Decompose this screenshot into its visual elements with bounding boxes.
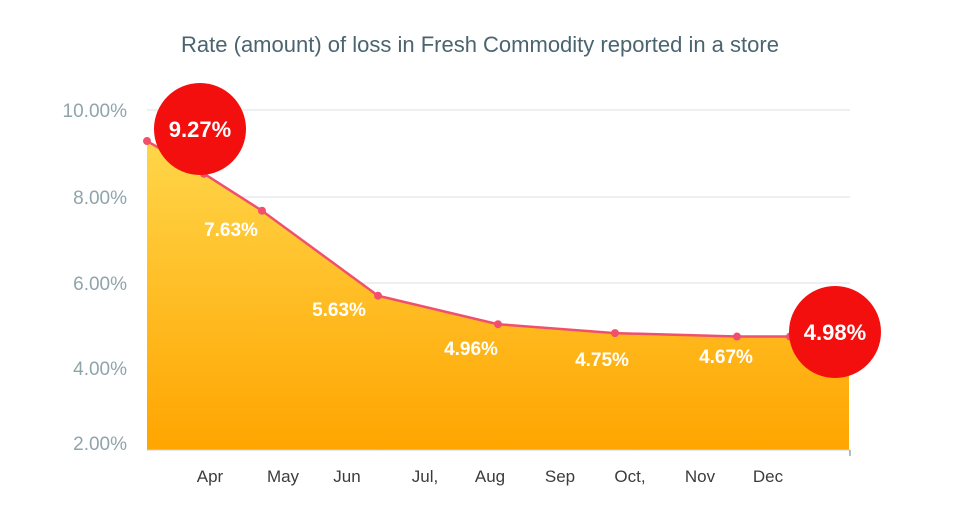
highlight-label: 4.98% bbox=[804, 320, 866, 345]
data-point bbox=[374, 291, 382, 300]
y-tick-label: 6.00% bbox=[73, 274, 127, 295]
y-tick-label: 2.00% bbox=[73, 434, 127, 455]
highlight-bubble bbox=[789, 286, 881, 378]
highlight-bubble bbox=[154, 83, 246, 175]
x-tick-label: Jul, bbox=[412, 467, 438, 486]
x-tick-label: Nov bbox=[685, 467, 716, 486]
data-label: 7.63% bbox=[204, 220, 258, 241]
y-tick-label: 4.00% bbox=[73, 359, 127, 380]
x-tick-label: Dec bbox=[753, 467, 784, 486]
x-tick-label: Sep bbox=[545, 467, 575, 486]
data-point bbox=[733, 332, 741, 341]
data-point bbox=[143, 137, 151, 146]
y-tick-label: 10.00% bbox=[63, 101, 128, 122]
x-tick-label: Oct, bbox=[614, 467, 645, 486]
data-point bbox=[611, 329, 619, 338]
area-fill bbox=[147, 141, 849, 450]
chart-title: Rate (amount) of loss in Fresh Commodity… bbox=[181, 32, 779, 57]
data-labels: 9.27% 7.63% 5.63% 4.96% 4.75% 4.67% 4.98% bbox=[154, 83, 881, 378]
x-tick-label: Apr bbox=[197, 467, 224, 486]
y-axis-ticks: 2.00% 4.00% 6.00% 8.00% 10.00% bbox=[63, 101, 128, 455]
data-label: 5.63% bbox=[312, 300, 366, 321]
data-label: 4.67% bbox=[699, 347, 753, 368]
data-point bbox=[258, 206, 266, 215]
data-label: 4.96% bbox=[444, 339, 498, 360]
area-layer bbox=[143, 137, 853, 450]
data-label: 4.75% bbox=[575, 350, 629, 371]
x-tick-label: May bbox=[267, 467, 300, 486]
x-axis-ticks: Apr May Jun Jul, Aug Sep Oct, Nov Dec bbox=[147, 449, 851, 486]
highlight-label: 9.27% bbox=[169, 117, 231, 142]
y-tick-label: 8.00% bbox=[73, 188, 127, 209]
x-tick-label: Aug bbox=[475, 467, 505, 486]
x-tick-label: Jun bbox=[333, 467, 360, 486]
data-point bbox=[494, 320, 502, 329]
